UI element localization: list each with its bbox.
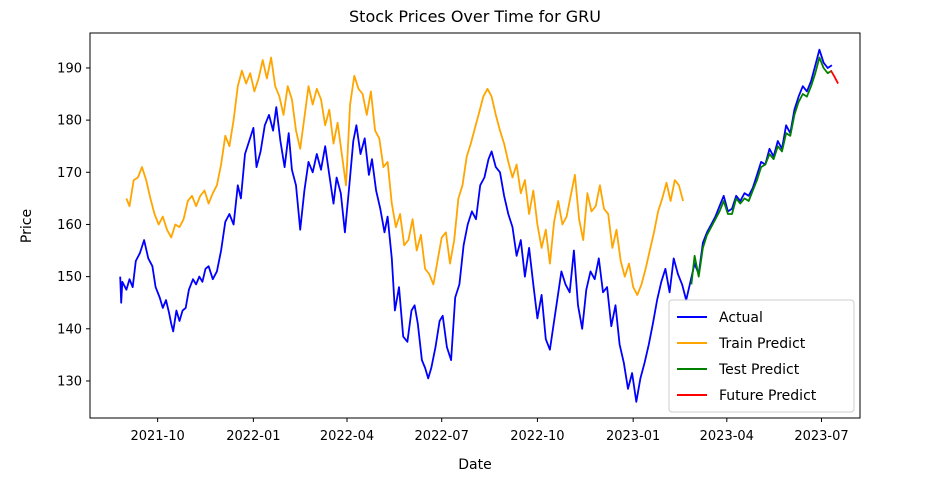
- series-line-2: [690, 56, 833, 285]
- x-tick-label: 2023-04: [700, 429, 754, 444]
- series-line-0: [119, 48, 833, 403]
- y-axis: 130 140 150 160 170 180 190: [57, 61, 90, 389]
- x-tick-label: 2022-01: [226, 429, 280, 444]
- legend-label: Test Predict: [718, 362, 800, 378]
- series-line-1: [125, 56, 684, 296]
- y-axis-label: Price: [19, 209, 35, 243]
- y-tick-label: 190: [57, 61, 82, 76]
- y-tick-label: 170: [57, 166, 82, 181]
- x-tick-label: 2023-07: [794, 429, 848, 444]
- x-tick-label: 2022-07: [415, 429, 469, 444]
- legend: Actual Train Predict Test Predict Future Pr…: [668, 299, 855, 413]
- x-tick-label: 2021-10: [130, 429, 184, 444]
- x-axis-label: Date: [458, 457, 491, 473]
- y-tick-label: 130: [57, 374, 82, 389]
- legend-label: Future Predict: [719, 388, 817, 404]
- y-tick-label: 140: [57, 322, 82, 337]
- y-tick-label: 180: [57, 114, 82, 129]
- chart-title: Stock Prices Over Time for GRU: [349, 7, 601, 26]
- plot-frame: [89, 32, 861, 419]
- series-line-3: [830, 70, 839, 85]
- y-tick-label: 150: [57, 270, 82, 285]
- legend-label: Actual: [719, 310, 763, 326]
- x-tick-label: 2023-01: [606, 429, 660, 444]
- legend-box: [668, 299, 855, 413]
- x-tick-label: 2022-04: [320, 429, 374, 444]
- x-axis: 2021-10 2022-01 2022-04 2022-07 2022-10 2023-…: [130, 418, 849, 444]
- legend-label: Train Predict: [718, 336, 806, 352]
- series-layer: [119, 48, 839, 403]
- y-tick-label: 160: [57, 218, 82, 233]
- x-tick-label: 2022-10: [510, 429, 564, 444]
